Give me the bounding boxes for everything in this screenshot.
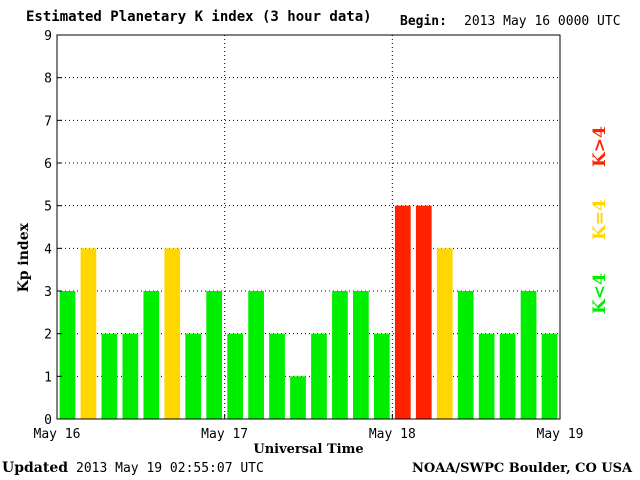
kp-bar [311,333,327,419]
y-tick-label: 5 [44,200,52,215]
kp-bar [436,248,453,419]
y-tick-label: 4 [44,242,52,257]
x-tick-label: May 19 [537,427,584,442]
kp-bar [248,291,264,419]
y-tick-label: 0 [44,413,52,428]
kp-bar [227,333,244,419]
legend-k-above-4: K>4 [590,126,610,167]
y-tick-label: 7 [44,114,52,129]
x-axis-label: Universal Time [253,442,363,457]
kp-bar [80,248,97,419]
kp-bar [520,291,537,419]
kp-bar [59,291,76,419]
kp-bar [164,248,181,419]
kp-bar [478,333,495,419]
kp-bar [499,333,516,419]
y-tick-label: 6 [44,157,52,172]
begin-label: Begin: [400,14,447,29]
updated-timestamp: 2013 May 19 02:55:07 UTC [76,461,264,476]
y-tick-label: 1 [44,370,52,385]
data-source: NOAA/SWPC Boulder, CO USA [412,461,633,476]
legend-k-below-4: K<4 [590,273,610,314]
chart-title: Estimated Planetary K index (3 hour data… [26,9,372,25]
kp-bar [290,376,306,419]
y-tick-label: 9 [44,29,52,44]
kp-bar [206,291,223,419]
kp-bar [122,333,139,419]
kp-bar [143,291,160,419]
x-tick-label: May 17 [201,427,248,442]
y-tick-label: 8 [44,72,52,87]
y-axis-label: Kp index [16,222,32,292]
updated-label: Updated [2,460,69,476]
kp-bar [185,333,202,419]
kp-bar [101,333,118,419]
kp-bar [353,291,369,419]
kp-bar [457,291,474,419]
kp-bar [394,205,411,419]
kp-bar [373,333,390,419]
y-tick-label: 3 [44,285,52,300]
legend-k-equal-4: K=4 [590,199,610,240]
kp-bar [415,205,432,419]
x-tick-label: May 18 [369,427,416,442]
y-tick-label: 2 [44,328,52,343]
begin-value: 2013 May 16 0000 UTC [464,14,621,29]
kp-bar [269,333,285,419]
plot-frame [56,34,561,420]
kp-bar [541,333,558,419]
kp-bar [332,291,348,419]
x-tick-label: May 16 [34,427,81,442]
